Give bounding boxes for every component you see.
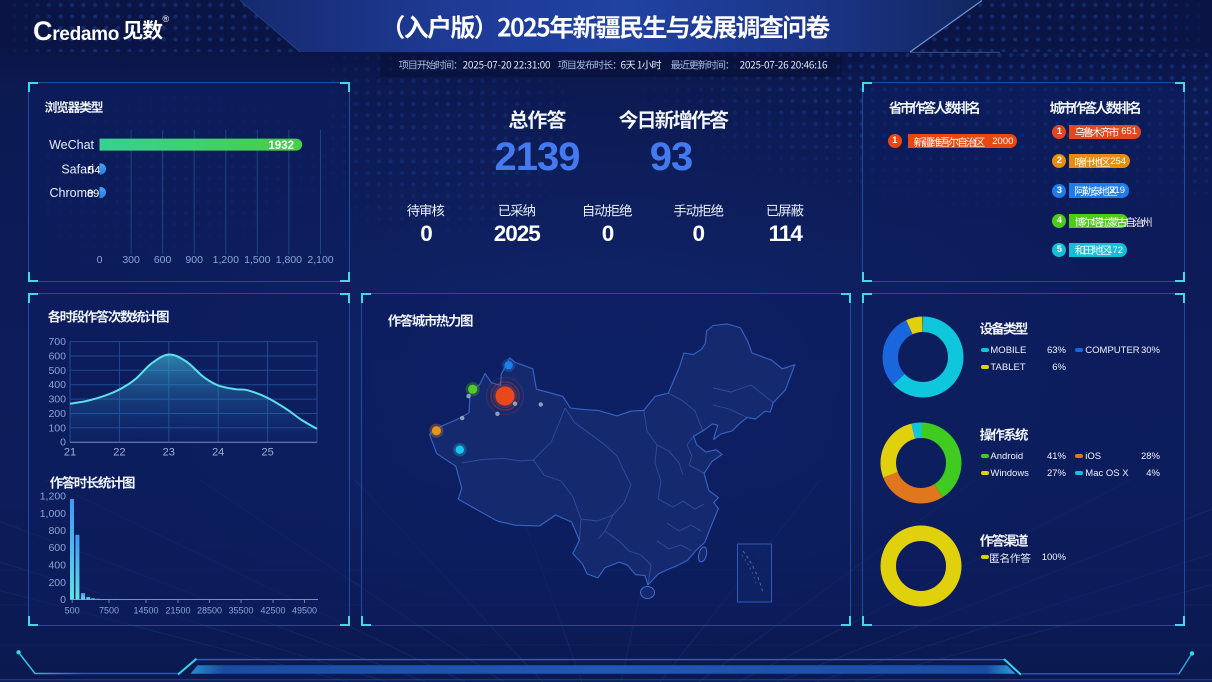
svg-text:25: 25: [261, 447, 273, 459]
svg-text:500: 500: [48, 365, 66, 377]
svg-text:21: 21: [64, 447, 76, 459]
svg-text:600: 600: [154, 254, 172, 266]
svg-text:200: 200: [48, 577, 66, 589]
svg-text:35500: 35500: [228, 606, 253, 616]
svg-text:0: 0: [60, 437, 66, 449]
svg-text:14500: 14500: [133, 606, 158, 616]
svg-text:0: 0: [60, 594, 66, 606]
svg-text:89: 89: [87, 188, 99, 200]
svg-text:2,100: 2,100: [307, 254, 333, 266]
svg-text:800: 800: [48, 525, 66, 537]
svg-text:100: 100: [48, 422, 66, 434]
svg-text:WeChat: WeChat: [49, 138, 94, 152]
svg-text:1,200: 1,200: [213, 254, 239, 266]
svg-text:1,800: 1,800: [276, 254, 302, 266]
svg-text:28500: 28500: [197, 606, 222, 616]
svg-text:1,200: 1,200: [40, 491, 66, 503]
svg-text:1,000: 1,000: [40, 508, 66, 520]
svg-text:600: 600: [48, 351, 66, 363]
svg-text:200: 200: [48, 408, 66, 420]
svg-text:300: 300: [122, 254, 140, 266]
svg-text:42500: 42500: [260, 606, 285, 616]
svg-text:0: 0: [97, 254, 103, 266]
svg-text:23: 23: [163, 447, 175, 459]
svg-text:Safari: Safari: [61, 162, 94, 176]
svg-text:1,500: 1,500: [244, 254, 270, 266]
svg-text:500: 500: [65, 606, 80, 616]
svg-text:24: 24: [212, 447, 224, 459]
svg-text:900: 900: [185, 254, 203, 266]
svg-text:22: 22: [113, 447, 125, 459]
svg-text:49500: 49500: [292, 606, 317, 616]
svg-text:700: 700: [48, 336, 66, 348]
svg-text:300: 300: [48, 394, 66, 406]
svg-text:Chrome: Chrome: [50, 186, 95, 200]
svg-text:54: 54: [88, 164, 100, 176]
svg-text:1932: 1932: [268, 140, 294, 152]
svg-text:400: 400: [48, 560, 66, 572]
svg-text:400: 400: [48, 379, 66, 391]
svg-text:7500: 7500: [99, 606, 119, 616]
svg-text:21500: 21500: [165, 606, 190, 616]
svg-text:600: 600: [48, 542, 66, 554]
